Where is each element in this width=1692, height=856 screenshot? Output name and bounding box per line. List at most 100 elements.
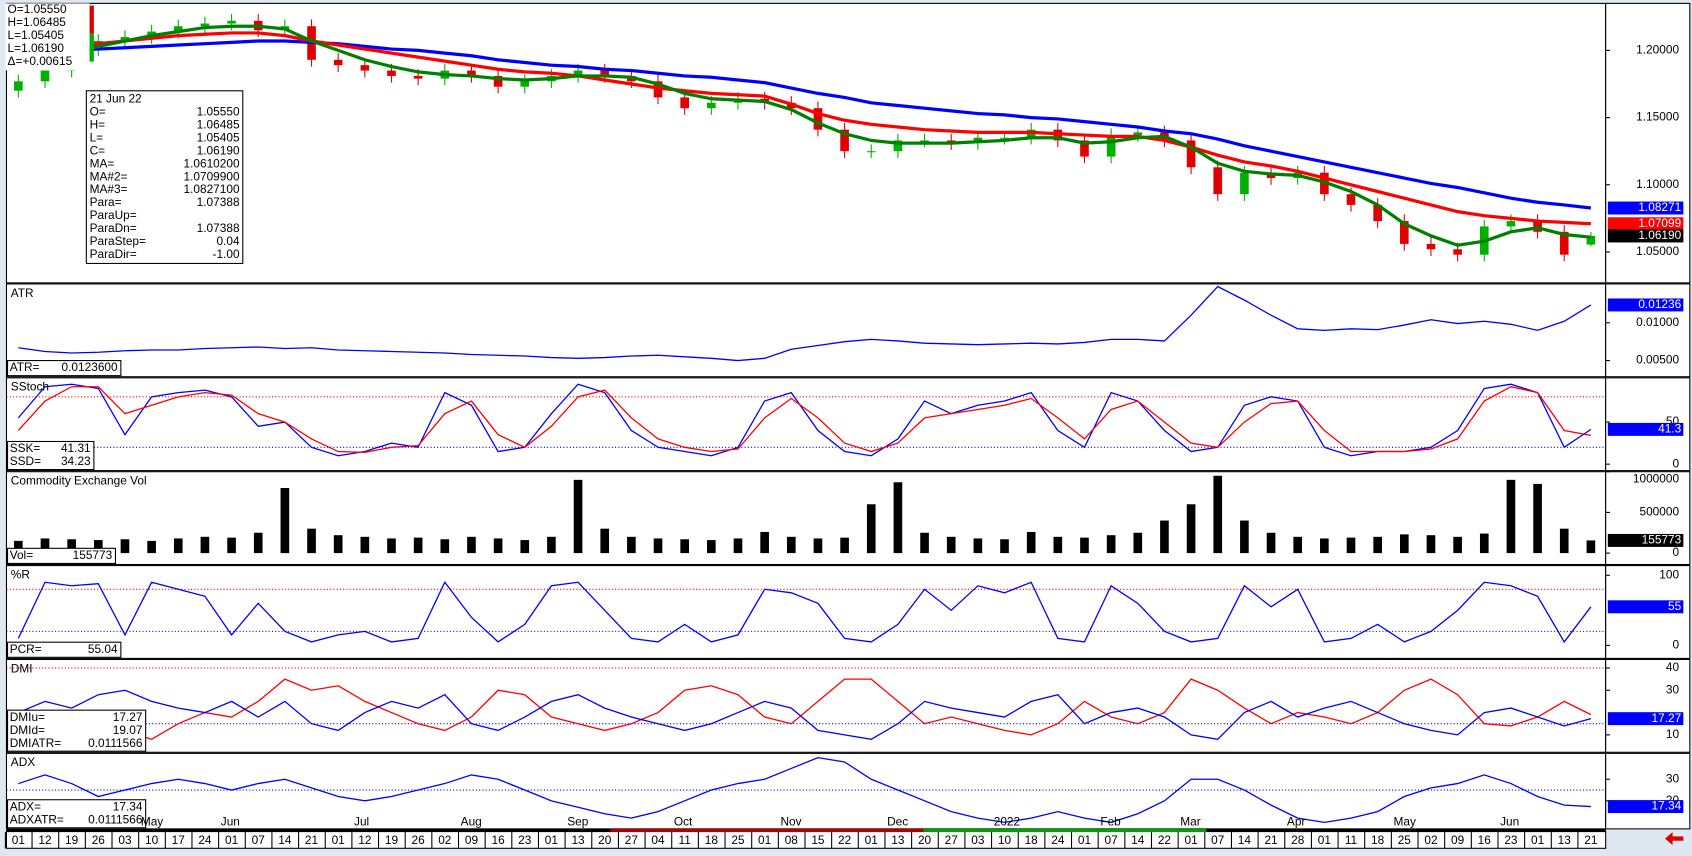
volume-bar [1426,535,1436,554]
panel-title: ADX [11,755,35,769]
y-tick-label: 0 [1672,456,1679,470]
value-label: 0.01236 [1638,297,1681,311]
volume-bar [147,540,156,554]
info-value: 55.04 [88,642,118,656]
value-box [1607,229,1684,243]
info-label: ParaDir= [90,247,137,261]
quote-line: Δ=+0.00615 [8,54,73,68]
volume-bar [1186,504,1196,554]
volume-bar [493,538,503,554]
y-tick-label: 1.20000 [1636,43,1679,57]
month-label: Sep [567,815,589,829]
y-tick-label: 0 [1672,638,1679,652]
volume-bar [14,540,23,554]
info-value: -1.00 [213,247,240,261]
volume-bar [307,528,316,554]
y-tick-label: 30 [1666,682,1680,696]
volume-bar [360,536,370,554]
y-tick-label: 100 [1659,567,1679,581]
date-label: 27 [625,833,638,847]
candle-body [1240,172,1249,195]
info-label: ParaDn= [90,221,137,235]
candle-body [387,70,396,76]
axis-panel [1605,752,1691,830]
date-label: 19 [65,833,79,847]
info-value: 1.0827100 [183,182,239,196]
info-box [7,709,147,752]
volume-bar [1320,538,1329,554]
info-label: H= [90,117,106,131]
date-label: 11 [679,833,692,847]
y-tick-label: 0 [1672,545,1679,559]
value-label: 17.34 [1652,799,1682,813]
panel [5,377,1607,472]
volume-bar [1533,483,1542,554]
info-label: ParaStep= [90,234,146,248]
info-value: 17.34 [113,799,143,813]
volume-bar [1346,537,1356,554]
info-box [7,641,122,658]
month-label: Jun [221,815,240,829]
quote-bar [89,5,94,34]
volume-bar [1479,533,1489,554]
volume-bar [1453,536,1462,554]
volume-bar [653,538,663,554]
value-label: 55 [1668,599,1682,613]
volume-bar [786,536,796,554]
value-box [1607,201,1684,215]
info-value: 1.07388 [197,195,240,209]
volume-bar [467,536,476,554]
date-label: 04 [651,833,665,847]
volume-bar [1080,537,1089,554]
info-label: L= [90,130,104,144]
candle-body [1000,137,1009,139]
candle-body [866,151,876,153]
value-label: 155773 [1642,533,1682,547]
indicator-line [18,756,1591,824]
month-label: Dec [887,815,908,829]
info-label: ADXATR= [10,812,64,826]
candle-body [360,65,370,71]
date-label: 22 [838,833,851,847]
month-label: Feb [1100,815,1121,829]
indicator-line [18,285,1592,362]
volume-bar [573,479,583,554]
month-label: Nov [780,815,801,829]
date-label: 03 [118,833,132,847]
info-label: PCR= [10,642,42,656]
volume-bar [893,482,903,554]
volume-bar [227,537,236,554]
candle-body [840,129,849,152]
date-label: 16 [1478,833,1492,847]
volume-bar [840,537,849,554]
date-label: 07 [1211,833,1224,847]
date-label: 26 [412,833,426,847]
info-value: 0.0111566 [88,812,143,826]
quote-box [5,3,90,71]
volume-bar [93,540,103,554]
date-label: 19 [385,833,399,847]
volume-bar [733,538,743,554]
volume-bar [946,536,956,554]
date-label: 12 [38,833,51,847]
date-label: 23 [518,833,532,847]
info-box [85,90,244,264]
date-label: 10 [998,833,1012,847]
info-value: 1.0610200 [183,156,239,170]
info-value: 1.0709900 [183,169,239,183]
quote-line: O=1.05550 [8,2,67,16]
info-value: 41.31 [61,441,91,455]
date-label: 09 [1451,833,1465,847]
info-label: MA= [90,156,115,170]
panel [5,283,1607,378]
candle-body [40,70,50,82]
volume-bar [1293,536,1303,554]
volume-bar [1106,535,1116,554]
volume-bar [120,539,130,554]
info-label: ParaUp= [90,208,137,222]
month-label: May [141,815,163,829]
indicator-line [17,386,1592,454]
volume-bar [1213,475,1223,554]
date-label: 02 [1424,833,1437,847]
volume-bar [973,538,983,554]
